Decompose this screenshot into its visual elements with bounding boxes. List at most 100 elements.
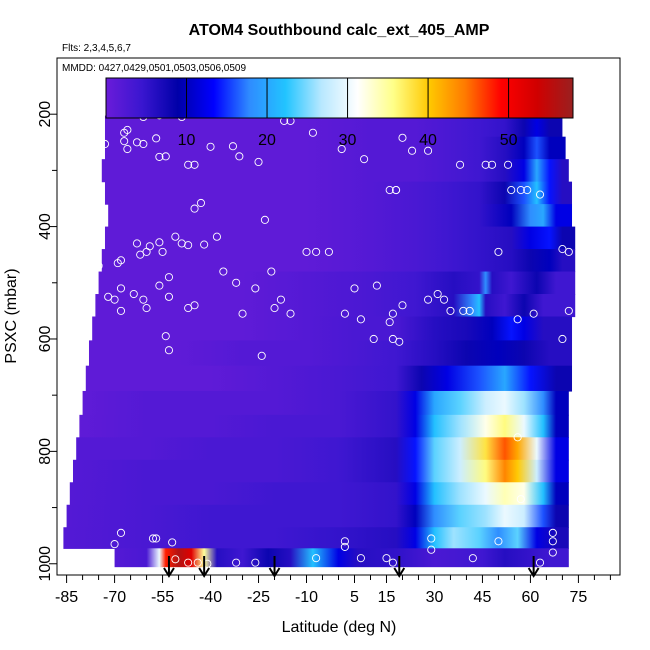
heatmap-band <box>108 204 573 228</box>
sample-point <box>276 295 285 304</box>
x-tick-label: 5 <box>350 589 359 606</box>
sample-point <box>340 309 349 318</box>
sample-point <box>212 232 221 241</box>
sample-point <box>270 304 279 313</box>
sample-point <box>116 256 126 265</box>
sample-point <box>286 309 295 318</box>
sample-point <box>164 292 174 301</box>
sample-point <box>257 351 266 360</box>
y-tick-label: 400 <box>37 213 54 240</box>
y-axis: 200 400 600 800 1000 <box>37 101 57 582</box>
sample-point <box>184 160 193 169</box>
x-tick-label: 45 <box>474 589 492 606</box>
x-tick-label: -40 <box>199 589 222 606</box>
sample-point <box>548 537 557 546</box>
sample-point <box>385 186 394 195</box>
colorbar-tick-label: 20 <box>258 132 276 149</box>
heatmap-band <box>104 226 576 250</box>
sample-point <box>312 247 321 256</box>
sample-point <box>155 152 164 161</box>
heatmap-band <box>72 459 569 483</box>
sample-point <box>481 160 490 169</box>
sample-point <box>382 554 391 563</box>
sample-point <box>139 295 148 304</box>
sample-point <box>123 125 132 134</box>
sample-point <box>523 186 532 195</box>
sample-point <box>558 245 567 254</box>
heatmap-band <box>69 482 569 506</box>
x-tick-label: -55 <box>151 589 174 606</box>
sample-point <box>129 289 138 299</box>
sample-point <box>427 534 436 543</box>
sample-point <box>81 132 90 141</box>
sample-point <box>487 160 497 169</box>
y-tick-label: 200 <box>37 101 54 128</box>
sample-point <box>350 284 359 293</box>
sample-point <box>388 309 397 318</box>
heatmap-band <box>101 249 576 273</box>
heatmap-band <box>92 316 573 341</box>
colorbar: 10 20 30 40 50 <box>105 77 574 149</box>
sample-point <box>62 236 71 245</box>
sample-point <box>235 152 244 161</box>
sample-point <box>142 304 151 313</box>
sample-point <box>446 306 455 315</box>
heatmap-band <box>114 548 569 568</box>
sample-point <box>424 146 433 155</box>
sample-point <box>238 309 247 318</box>
x-tick-label: -10 <box>295 589 318 606</box>
heatmap-band <box>95 294 576 318</box>
sample-point <box>155 281 164 290</box>
sample-point <box>558 334 567 344</box>
sample-point <box>206 142 215 151</box>
sample-point <box>369 334 378 344</box>
heatmap-band <box>63 527 569 549</box>
sample-point <box>564 306 573 315</box>
sample-point <box>152 134 161 143</box>
sample-point <box>398 133 407 142</box>
x-axis-label: Latitude (deg N) <box>282 619 397 636</box>
heatmap-band <box>76 437 569 461</box>
sample-point <box>72 132 81 141</box>
colorbar-gradient <box>105 77 574 119</box>
sample-point <box>424 295 433 304</box>
sample-point <box>251 558 260 567</box>
sample-point <box>516 495 525 504</box>
sample-point <box>164 346 174 355</box>
heatmap-band <box>101 159 569 183</box>
sample-point <box>123 144 132 154</box>
sample-point <box>116 306 126 315</box>
heatmap-layer <box>63 95 576 568</box>
sample-point <box>219 267 228 276</box>
sample-point <box>232 558 241 567</box>
x-tick-label: -85 <box>55 589 78 606</box>
sample-point <box>139 139 148 149</box>
sample-point <box>168 538 177 547</box>
descent-arrow <box>198 556 210 578</box>
sample-point <box>190 160 199 169</box>
sample-point <box>507 186 516 195</box>
sample-point <box>513 315 522 324</box>
sample-point <box>94 261 103 270</box>
heatmap-band <box>66 504 569 528</box>
heatmap-band <box>85 365 573 392</box>
colorbar-tick-label: 50 <box>500 132 518 149</box>
sample-point <box>308 128 317 137</box>
chart-subtitle: Flts: 2,3,4,5,6,7 <box>62 43 131 54</box>
sample-point <box>148 534 158 543</box>
sample-point <box>465 306 474 315</box>
sample-point <box>171 232 180 241</box>
sample-point <box>145 242 154 251</box>
descent-arrow <box>527 556 540 578</box>
sample-point <box>427 545 436 554</box>
sample-point <box>356 315 365 324</box>
x-tick-label: -70 <box>103 589 126 606</box>
sample-point <box>171 555 180 564</box>
sample-point <box>100 139 110 149</box>
sample-point <box>459 306 468 315</box>
sample-point <box>193 558 202 567</box>
sample-point <box>232 278 241 287</box>
sample-point <box>494 247 503 256</box>
x-tick-label: 15 <box>378 589 396 606</box>
